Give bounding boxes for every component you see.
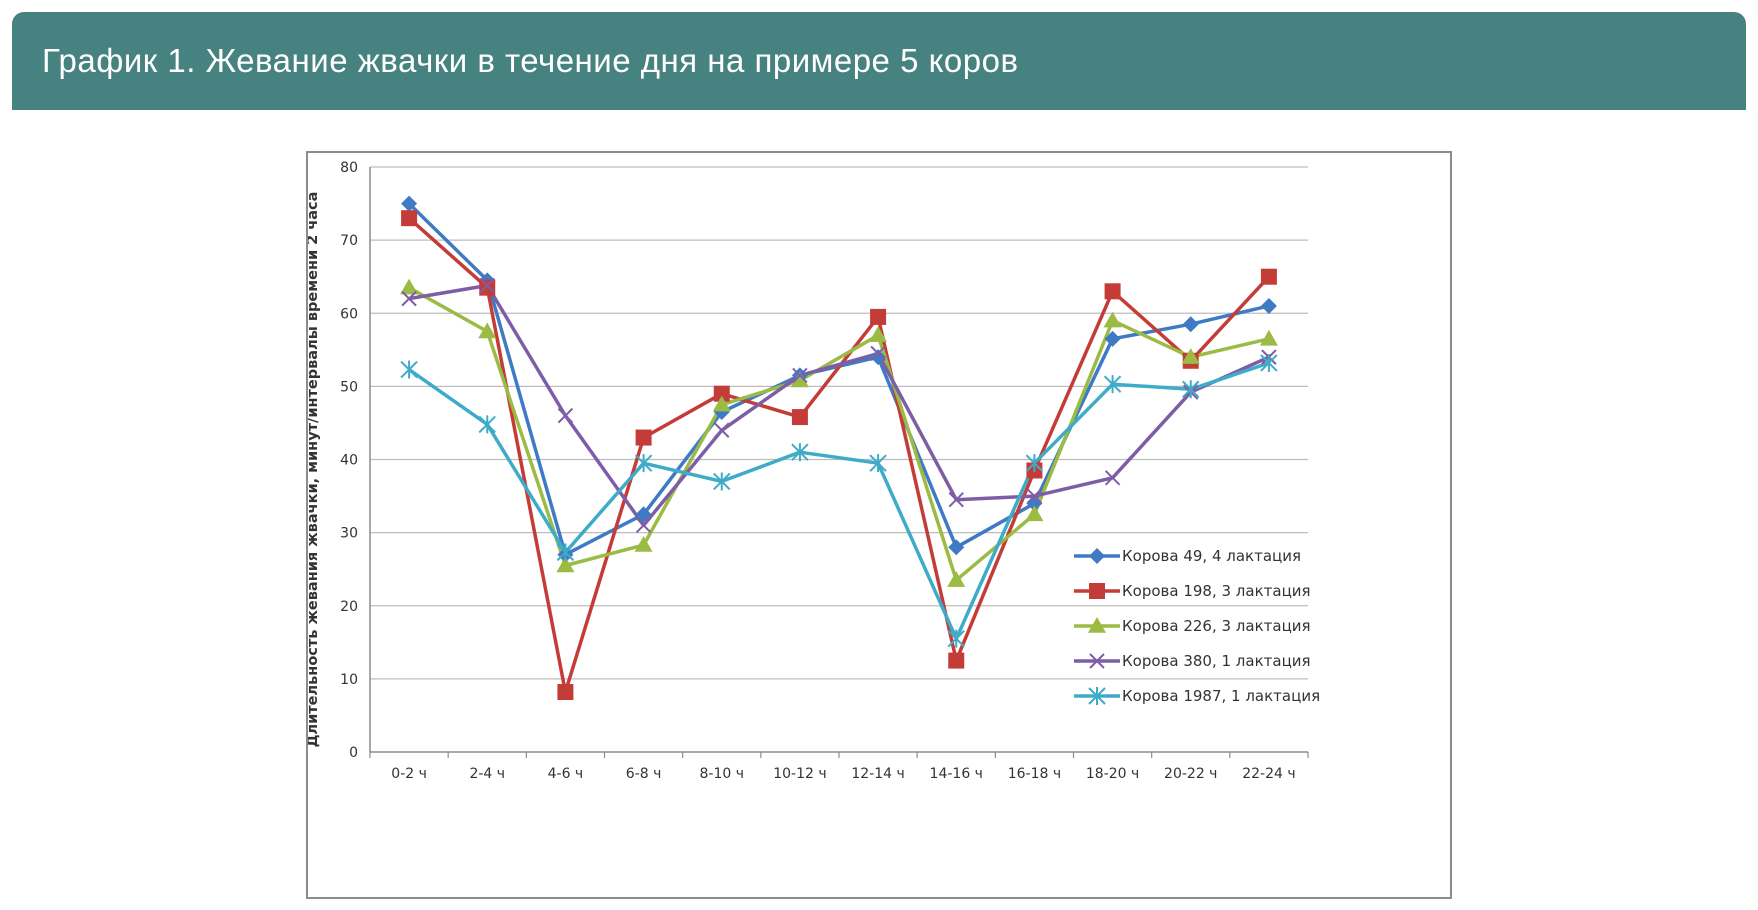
data-point	[557, 684, 574, 701]
data-point	[1104, 330, 1121, 347]
x-tick-label: 6-8 ч	[626, 766, 662, 782]
y-tick-label: 10	[340, 672, 358, 688]
y-tick-label: 30	[340, 526, 358, 542]
data-point	[713, 472, 731, 491]
data-point	[792, 367, 808, 384]
series-line	[408, 361, 1270, 641]
data-point	[634, 536, 653, 552]
data-point	[1025, 505, 1044, 522]
legend-label: Корова 49, 4 лактация	[1122, 547, 1301, 565]
line-chart: 0 10 20 30 40 50 60 70 80 0-2 ч 2-4 ч 4-6 ч 6-8 ч 8-1…	[305, 160, 1320, 782]
data-point	[714, 422, 730, 438]
data-point	[1089, 548, 1105, 564]
data-point	[791, 443, 809, 462]
data-point	[400, 278, 419, 295]
series-line	[407, 202, 1270, 557]
data-point	[556, 543, 575, 562]
data-point	[1259, 329, 1278, 346]
grid-lines	[370, 166, 1308, 680]
data-point	[1026, 488, 1043, 504]
data-point	[635, 429, 652, 446]
x-tick-label: 16-18 ч	[1008, 766, 1061, 782]
data-point	[478, 322, 497, 339]
data-point	[1260, 297, 1277, 314]
x-tick-label: 10-12 ч	[773, 766, 826, 782]
data-point	[556, 556, 575, 573]
data-point	[479, 279, 496, 296]
x-tick-label: 22-24 ч	[1242, 766, 1295, 782]
data-point	[1182, 316, 1199, 333]
data-point	[557, 407, 574, 424]
x-tick-label: 20-22 ч	[1164, 766, 1217, 782]
data-point	[1088, 687, 1106, 705]
data-point	[712, 395, 731, 412]
data-point	[870, 349, 887, 366]
x-tick-label: 12-14 ч	[851, 766, 904, 782]
legend-label: Корова 1987, 1 лактация	[1122, 687, 1320, 705]
chart-title: График 1. Жевание жвачки в течение дня н…	[42, 42, 1019, 79]
y-tick-label: 20	[340, 599, 358, 615]
data-point	[1260, 353, 1278, 372]
series-line	[408, 286, 1270, 582]
data-point	[1088, 617, 1106, 633]
x-tick-label: 8-10 ч	[700, 766, 745, 782]
data-point	[869, 326, 888, 342]
data-point	[870, 308, 887, 325]
data-point	[791, 409, 808, 426]
legend-label: Корова 198, 3 лактация	[1122, 582, 1311, 600]
y-tick-label: 50	[340, 379, 358, 395]
data-point	[634, 454, 653, 473]
data-point	[401, 195, 418, 212]
data-point	[1104, 470, 1121, 486]
data-point	[635, 517, 652, 534]
chart-frame: 0 10 20 30 40 50 60 70 80 0-2 ч 2-4 ч 4-6 ч 6-8 ч 8-1…	[305, 151, 1452, 899]
data-point	[1089, 653, 1105, 669]
axes: 0 10 20 30 40 50 60 70 80 0-2 ч 2-4 ч 4-6 ч 6-8 ч 8-1…	[305, 160, 1309, 782]
data-point	[1025, 454, 1044, 473]
y-tick-label: 60	[340, 306, 358, 322]
data-point	[401, 210, 418, 227]
x-tick-label: 14-16 ч	[930, 766, 983, 782]
y-tick-label: 80	[340, 160, 358, 176]
data-point	[1089, 583, 1105, 599]
chart-header: График 1. Жевание жвачки в течение дня н…	[12, 12, 1746, 110]
data-point	[1103, 311, 1122, 328]
y-tick-label: 70	[340, 233, 358, 249]
data-point	[1182, 380, 1200, 399]
data-point	[870, 345, 886, 362]
data-point	[479, 277, 495, 294]
legend-label: Корова 226, 3 лактация	[1122, 617, 1311, 635]
data-point	[1104, 283, 1121, 300]
series-lines	[407, 202, 1271, 694]
data-point	[713, 385, 730, 402]
series-line	[408, 283, 1270, 528]
data-point	[947, 629, 965, 648]
data-point	[947, 571, 966, 587]
data-point	[478, 415, 496, 434]
data-point	[635, 506, 652, 523]
data-point	[400, 360, 418, 379]
data-point	[1103, 375, 1122, 394]
x-tick-label: 2-4 ч	[469, 766, 505, 782]
data-point	[948, 652, 965, 669]
data-point	[1260, 268, 1277, 285]
y-axis-title: Длительность жевания жвачки, минут/интер…	[308, 192, 321, 748]
data-point	[401, 290, 417, 307]
x-tick-label: 0-2 ч	[391, 766, 427, 782]
y-tick-label: 40	[340, 453, 358, 469]
y-tick-label: 0	[349, 745, 358, 761]
legend: Корова 49, 4 лактация Корова 198, 3 лакта…	[1074, 547, 1320, 705]
data-point	[948, 492, 964, 508]
data-point	[1181, 348, 1200, 364]
data-point	[869, 454, 887, 473]
series-line	[407, 216, 1271, 694]
x-tick-label: 4-6 ч	[548, 766, 584, 782]
data-point	[790, 371, 809, 388]
data-point	[948, 539, 965, 556]
x-tick-label: 18-20 ч	[1086, 766, 1139, 782]
legend-label: Корова 380, 1 лактация	[1122, 652, 1311, 670]
series-markers	[400, 195, 1278, 701]
